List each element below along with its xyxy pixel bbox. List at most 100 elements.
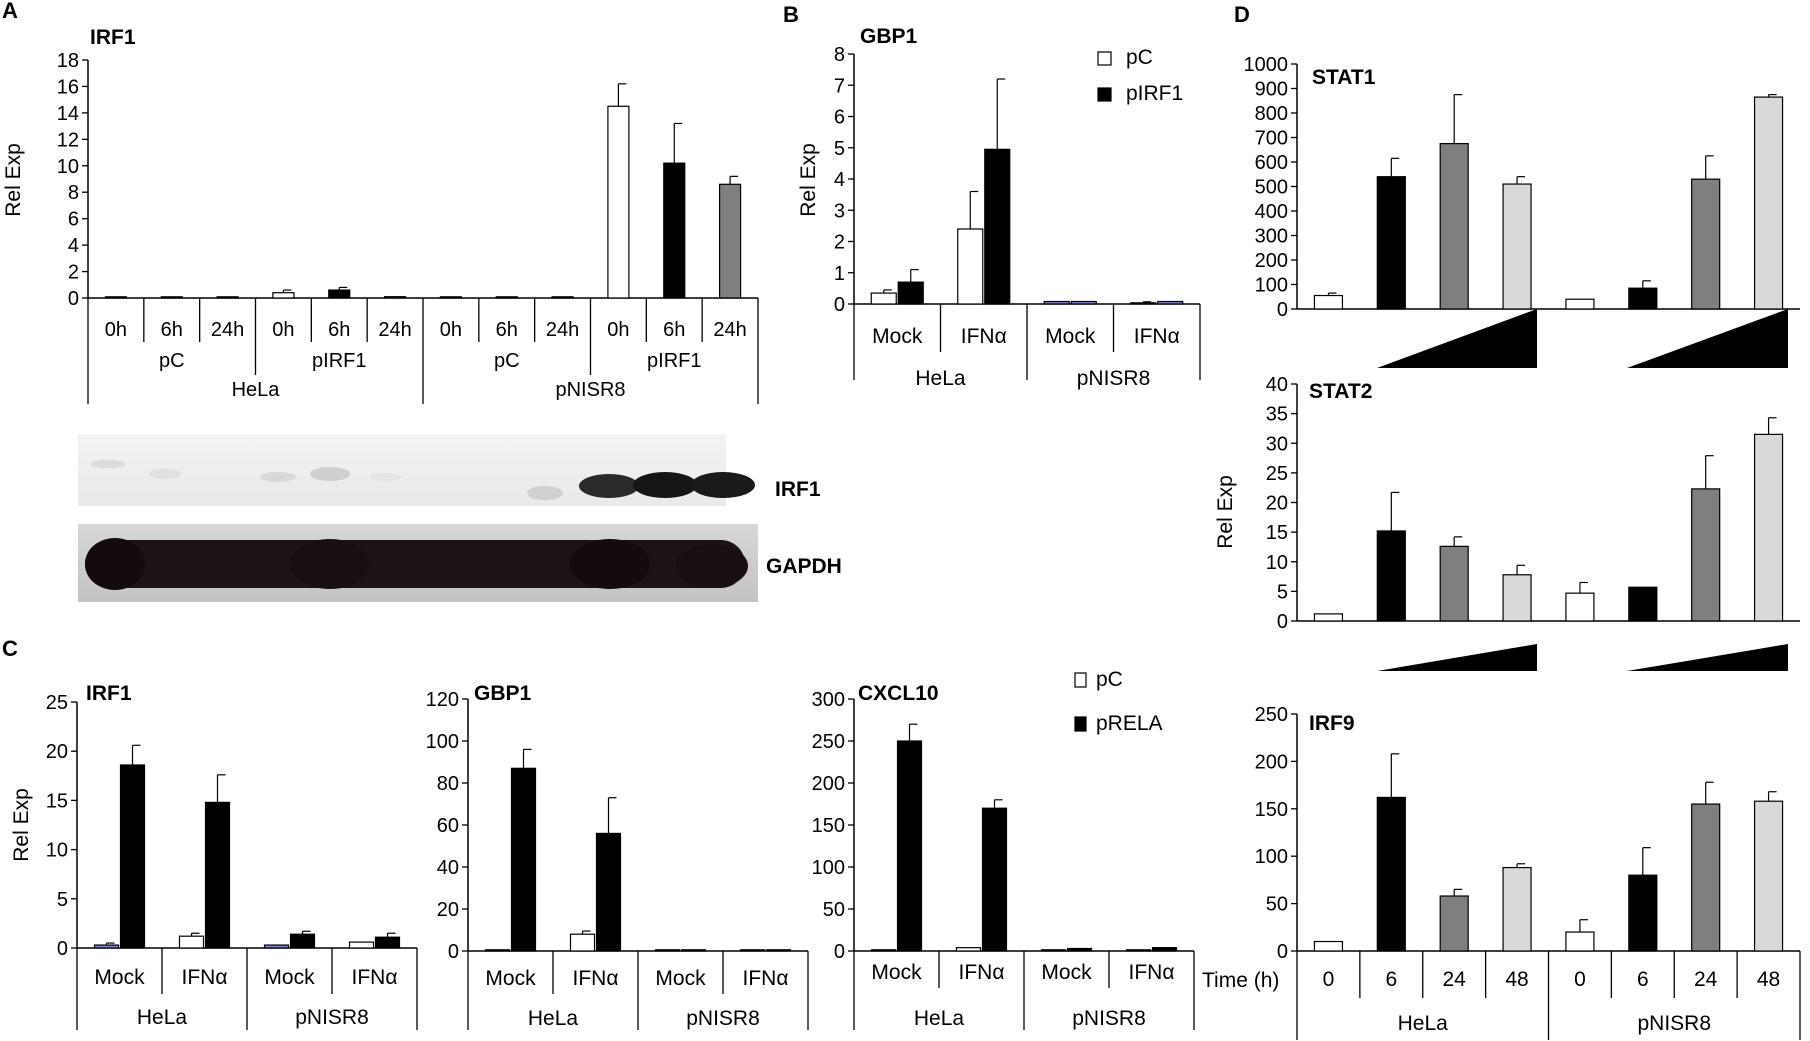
- d2-ytick-label: 10: [1266, 552, 1288, 574]
- a-0-bar: [104, 296, 128, 299]
- panel-letter-d: D: [1234, 2, 1250, 27]
- chart-d-stat2: 0 5 10 15 20 25 30 35 40 STAT2 Rel Exp: [1214, 374, 1800, 633]
- a-category-label: 6h: [663, 319, 685, 341]
- d1-ytick-label: 300: [1255, 226, 1288, 248]
- d3-category-label: 24: [1694, 968, 1718, 991]
- c2-1-3-bar: [765, 949, 792, 952]
- a-7-bar: [495, 296, 518, 299]
- wedge-stat1-pnisr8: [1627, 309, 1788, 368]
- d1-ytick-label: 200: [1255, 250, 1288, 272]
- d2-ytick-label: 20: [1266, 493, 1288, 515]
- d2-ytick-label: 0: [1277, 611, 1288, 633]
- b-ytick-label: 7: [834, 75, 845, 97]
- c3-ytick-label: 300: [812, 689, 845, 711]
- d3-title: IRF9: [1309, 712, 1355, 735]
- c2-ytick-label: 0: [448, 941, 459, 963]
- c3-1-1-bar: [981, 807, 1008, 952]
- a-group-label: pC: [159, 350, 185, 372]
- d3-category-label: 6: [1637, 968, 1649, 991]
- b-1-1-bar: [984, 148, 1011, 305]
- b-0-1-bar: [957, 228, 984, 305]
- a-8-bar: [551, 296, 574, 299]
- c1-ytick-label: 15: [46, 790, 68, 812]
- c3-category-label: Mock: [1041, 961, 1092, 984]
- c2-category-label: Mock: [655, 967, 706, 990]
- d1-2-bar: [1439, 143, 1469, 310]
- b-cell-label: pNISR8: [1077, 367, 1151, 390]
- d3-ytick-label: 150: [1255, 799, 1288, 821]
- d1-4-bar: [1565, 298, 1595, 310]
- c3-category-label: IFNα: [1129, 961, 1175, 984]
- c3-ytick-label: 0: [834, 941, 845, 963]
- d2-title: STAT2: [1309, 380, 1372, 403]
- c3-0-3-bar: [1125, 949, 1152, 952]
- a-category-label: 0h: [272, 319, 294, 341]
- c2-cell-label: pNISR8: [686, 1007, 760, 1030]
- c2-category-label: Mock: [485, 967, 536, 990]
- a-category-label: 0h: [440, 319, 462, 341]
- a-5-bar: [383, 296, 407, 299]
- d3-1-bar: [1376, 796, 1406, 952]
- d1-ytick-label: 700: [1255, 128, 1288, 150]
- c2-ytick-label: 120: [426, 689, 459, 711]
- c3-ytick-label: 250: [812, 731, 845, 753]
- d3-category-label: 48: [1757, 968, 1780, 991]
- western-blot: IRF1 GAPDH: [78, 434, 842, 602]
- panel-letter-a: A: [2, 0, 18, 23]
- b-category-label: Mock: [1045, 325, 1096, 348]
- a-group-label: pIRF1: [312, 350, 366, 372]
- d1-ytick-label: 0: [1277, 299, 1288, 321]
- b-0-0-bar: [870, 292, 897, 305]
- d3-7-bar: [1753, 800, 1784, 952]
- c2-1-1-bar: [595, 832, 622, 952]
- a-ytick-label: 10: [57, 156, 79, 178]
- c3-ytick-label: 50: [823, 899, 845, 921]
- blot-irf1-strip: [78, 434, 726, 506]
- c3-category-label: IFNα: [959, 961, 1005, 984]
- b-1-2-bar: [1070, 300, 1097, 305]
- legend-b-pirf1-swatch: [1097, 87, 1112, 102]
- d1-1-bar: [1376, 176, 1406, 310]
- a-9-bar: [607, 105, 630, 299]
- a-title: IRF1: [90, 26, 136, 49]
- d1-ytick-label: 600: [1255, 152, 1288, 174]
- d3-5-bar: [1628, 874, 1658, 952]
- b-ytick-label: 4: [834, 169, 845, 191]
- d3-category-label: 0: [1323, 968, 1335, 991]
- d2-2-bar: [1439, 545, 1469, 622]
- c1-0-3-bar: [348, 941, 375, 949]
- c1-cell-label: HeLa: [137, 1006, 188, 1029]
- d1-ytick-label: 800: [1255, 103, 1288, 125]
- d2-ytick-label: 40: [1266, 374, 1288, 396]
- c3-ytick-label: 200: [812, 773, 845, 795]
- legend-c: pC pRELA: [1074, 668, 1163, 735]
- d1-ytick-label: 400: [1255, 201, 1288, 223]
- c1-y-label: Rel Exp: [10, 788, 33, 862]
- chart-c-irf1: 0 5 10 15 20 25 IRF1 Rel Exp Mock IFNα Mock IFNα HeL…: [10, 682, 418, 1030]
- c2-ytick-label: 20: [437, 899, 459, 921]
- blot-label-irf1: IRF1: [775, 478, 821, 501]
- panel-letter-c: C: [2, 636, 18, 661]
- b-category-label: Mock: [872, 325, 923, 348]
- d2-ytick-label: 15: [1266, 522, 1288, 544]
- d3-ytick-label: 100: [1255, 846, 1288, 868]
- c1-ytick-label: 5: [57, 889, 68, 911]
- c1-1-0-bar: [119, 764, 146, 949]
- d2-0-bar: [1313, 613, 1344, 622]
- b-ytick-label: 0: [834, 294, 845, 316]
- d1-ytick-label: 900: [1255, 79, 1288, 101]
- d1-0-bar: [1313, 294, 1344, 310]
- a-1-bar: [160, 296, 183, 299]
- blot-gapdh-bands: [85, 538, 748, 590]
- c3-cell-label: HeLa: [914, 1007, 965, 1030]
- c2-1-0-bar: [510, 767, 537, 952]
- d2-1-bar: [1376, 530, 1406, 622]
- chart-c-gbp1: 0 20 40 60 80 100 120 GBP1 Mock IFNα Mock IFNα HeLa p…: [426, 682, 809, 1030]
- a-ytick-label: 0: [68, 288, 79, 310]
- b-ytick-label: 5: [834, 138, 845, 160]
- d1-title: STAT1: [1312, 66, 1376, 89]
- panel-letter-b: B: [783, 2, 799, 27]
- a-category-label: 24h: [378, 319, 411, 341]
- a-ytick-label: 4: [68, 235, 79, 257]
